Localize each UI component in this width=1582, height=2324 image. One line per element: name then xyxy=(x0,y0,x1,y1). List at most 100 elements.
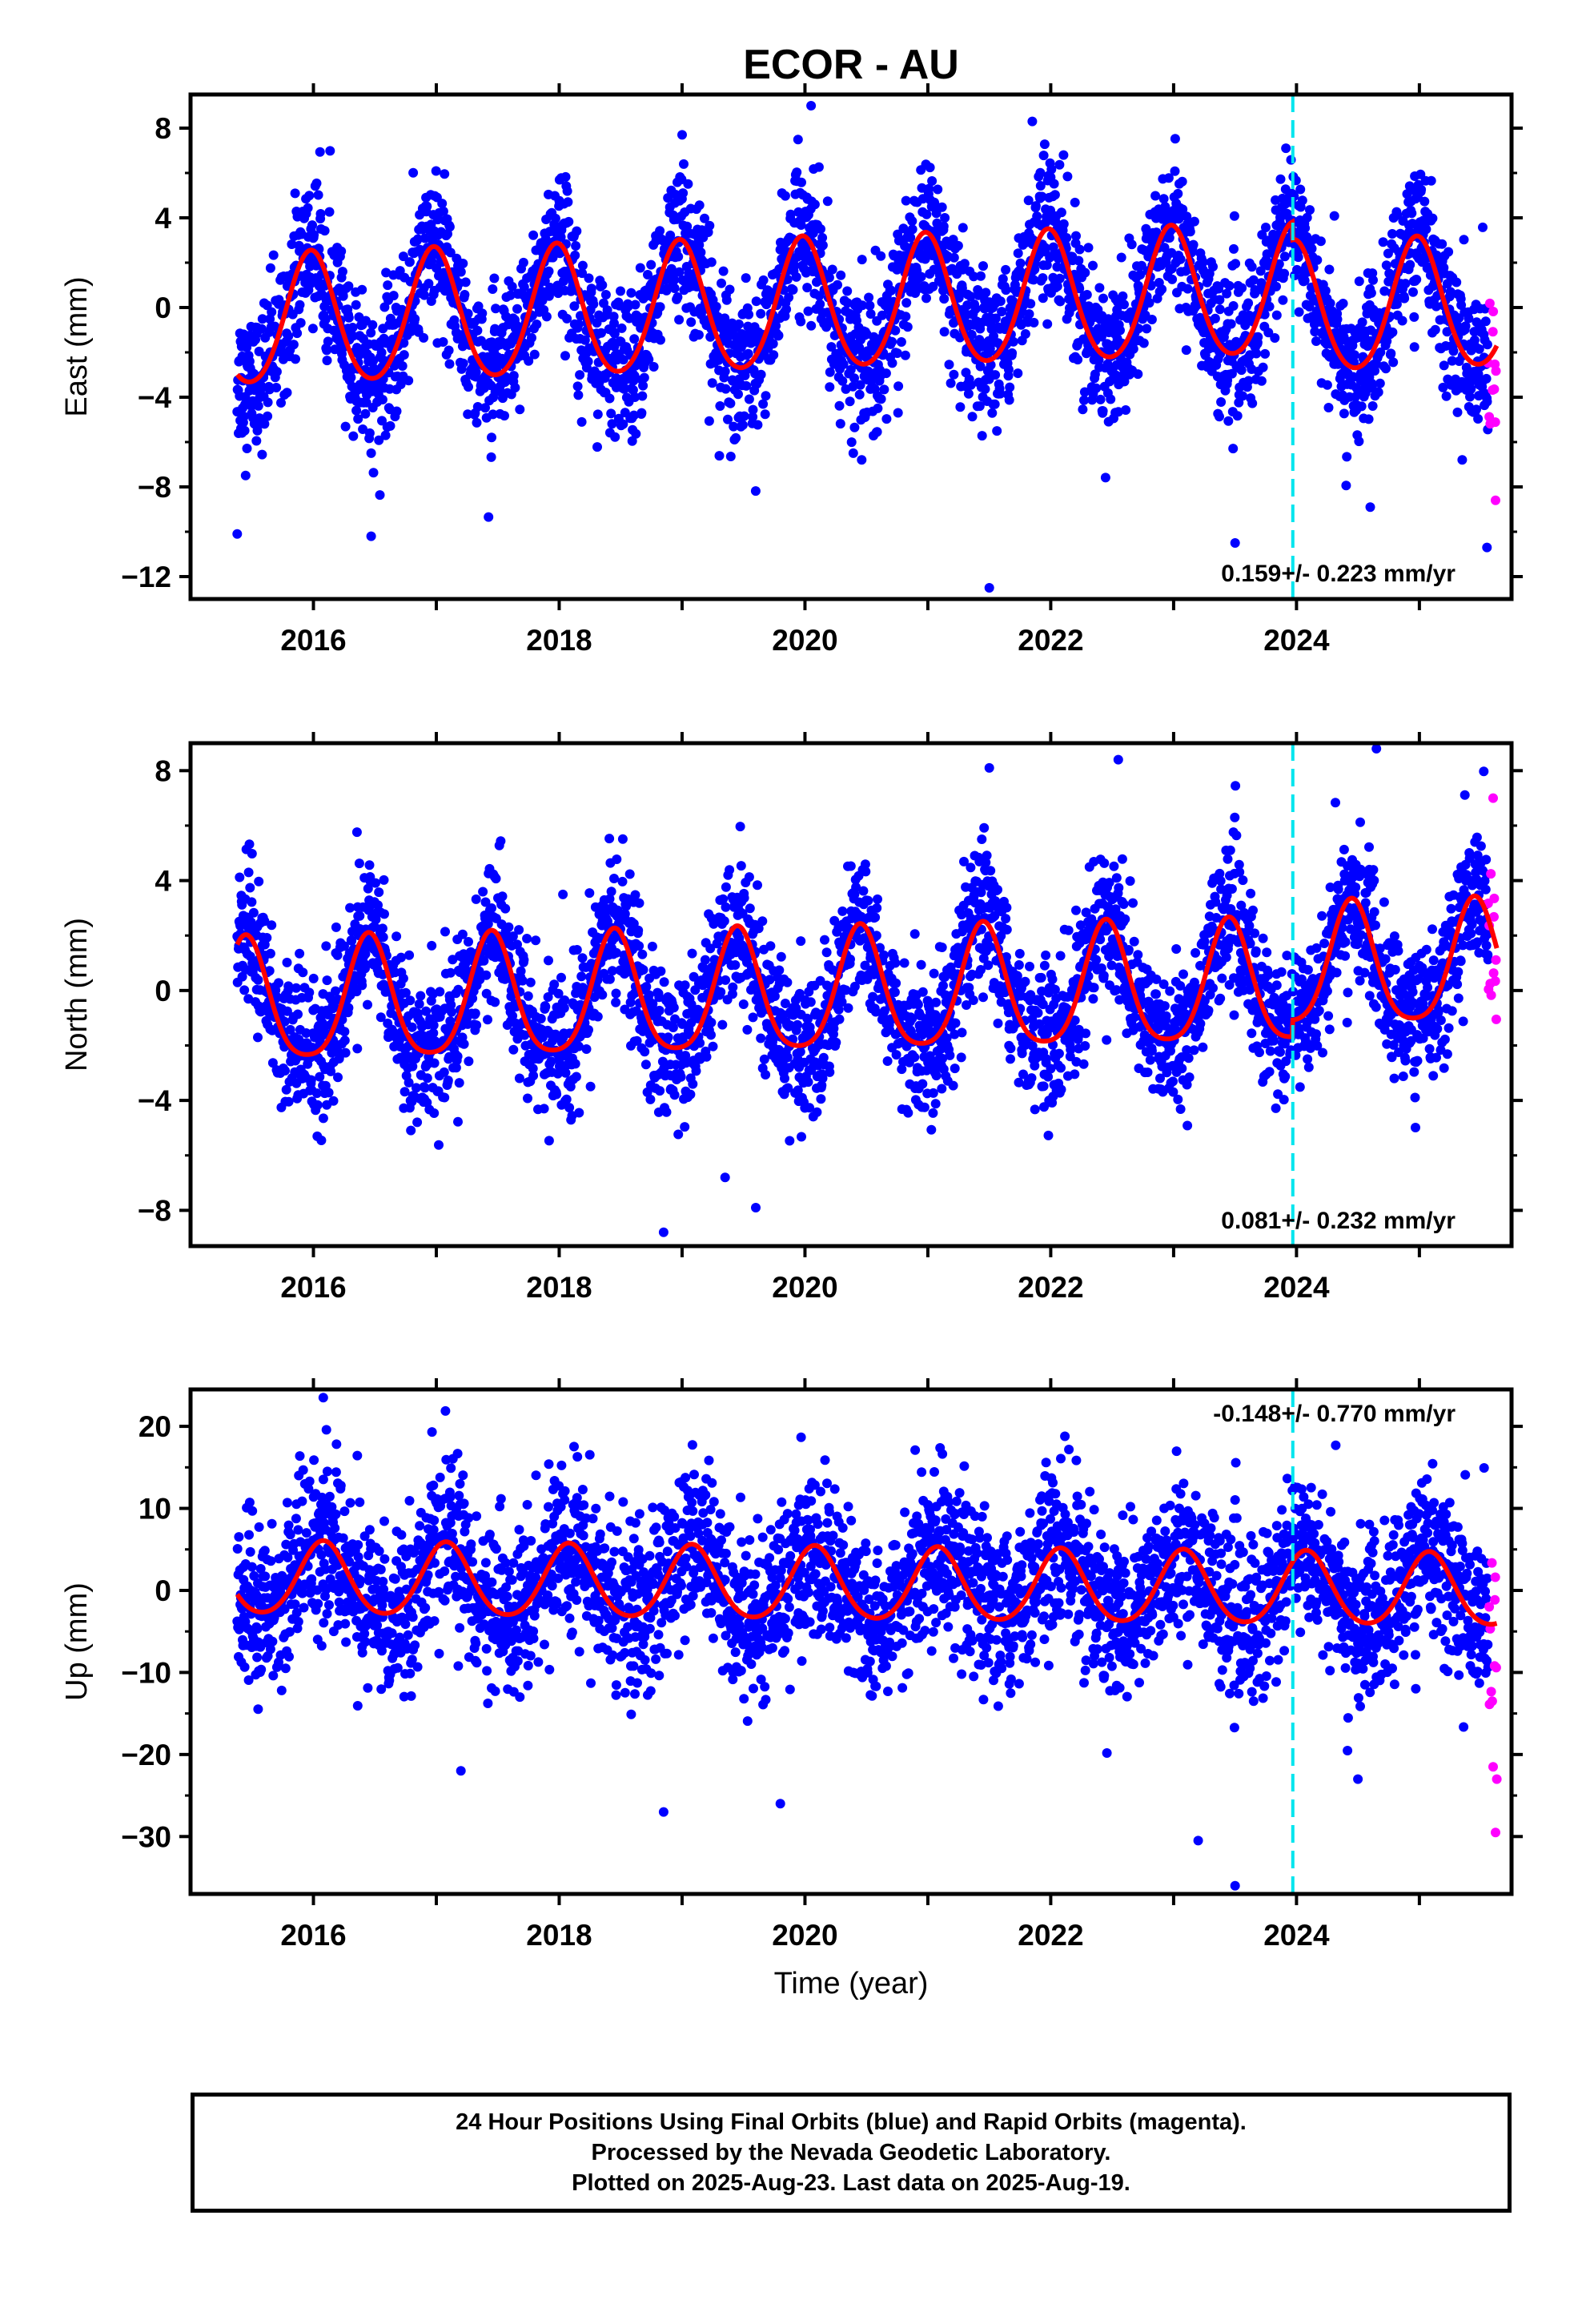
final-orbit-point xyxy=(410,314,420,324)
final-orbit-point xyxy=(654,1005,665,1015)
final-orbit-point xyxy=(718,266,729,276)
final-orbit-point xyxy=(307,324,318,334)
final-orbit-point xyxy=(464,1056,474,1067)
final-orbit-point xyxy=(570,250,580,260)
final-orbit-point xyxy=(424,279,434,289)
final-orbit-point xyxy=(845,364,856,375)
final-orbit-point xyxy=(679,159,689,169)
final-orbit-point xyxy=(616,286,625,296)
final-orbit-point xyxy=(323,336,333,347)
final-orbit-point xyxy=(990,370,1001,380)
final-orbit-point xyxy=(406,1125,416,1136)
final-orbit-point xyxy=(963,388,974,399)
final-orbit-point xyxy=(1354,276,1364,287)
final-orbit-point xyxy=(630,300,640,310)
final-orbit-point xyxy=(347,331,358,341)
final-orbit-point xyxy=(584,273,594,283)
final-orbit-point xyxy=(659,977,669,987)
final-orbit-point xyxy=(902,322,913,332)
final-orbit-point xyxy=(890,325,901,336)
final-orbit-point xyxy=(1381,364,1391,374)
final-orbit-point xyxy=(696,247,706,258)
final-orbit-point xyxy=(624,869,635,879)
final-orbit-point xyxy=(347,323,358,332)
final-orbit-point xyxy=(735,822,745,832)
final-orbit-point xyxy=(1216,397,1227,407)
final-orbit-point xyxy=(1247,398,1258,408)
final-orbit-point xyxy=(1062,233,1072,243)
final-orbit-point xyxy=(1278,295,1288,305)
final-orbit-point xyxy=(1338,299,1348,308)
final-orbit-point xyxy=(429,1108,440,1118)
final-orbit-point xyxy=(574,1108,584,1118)
final-orbit-point xyxy=(921,293,931,304)
final-orbit-point xyxy=(239,985,250,995)
final-orbit-point xyxy=(351,827,362,838)
final-orbit-point xyxy=(820,935,829,945)
final-orbit-point xyxy=(1095,394,1106,404)
final-orbit-point xyxy=(458,358,468,368)
final-orbit-point xyxy=(1003,364,1014,375)
final-orbit-point xyxy=(744,872,754,883)
final-orbit-point xyxy=(322,345,332,356)
final-orbit-point xyxy=(707,378,717,388)
final-orbit-point xyxy=(761,391,771,401)
final-orbit-point xyxy=(560,351,570,361)
final-orbit-point xyxy=(265,948,275,959)
final-orbit-point xyxy=(245,883,255,893)
final-orbit-point xyxy=(276,398,286,408)
final-orbit-point xyxy=(244,839,255,850)
final-orbit-point xyxy=(413,234,423,244)
final-orbit-point xyxy=(758,275,769,285)
final-orbit-point xyxy=(901,195,911,206)
final-orbit-point xyxy=(1307,243,1317,254)
final-orbit-point xyxy=(616,323,627,333)
final-orbit-point xyxy=(1271,310,1282,320)
final-orbit-point xyxy=(725,452,736,461)
final-orbit-point xyxy=(791,271,801,282)
final-orbit-point xyxy=(575,370,585,380)
final-orbit-point xyxy=(287,239,297,249)
final-orbit-point xyxy=(608,312,619,322)
final-orbit-point xyxy=(487,903,496,913)
final-orbit-point xyxy=(607,419,617,429)
final-orbit-point xyxy=(523,1093,532,1104)
final-orbit-point xyxy=(1094,283,1105,293)
final-orbit-point xyxy=(1015,258,1026,268)
final-orbit-point xyxy=(549,979,560,990)
final-orbit-point xyxy=(337,267,347,277)
y-tick-label: 8 xyxy=(155,112,171,145)
final-orbit-point xyxy=(437,199,448,209)
final-orbit-point xyxy=(694,239,705,250)
final-orbit-point xyxy=(395,266,405,276)
final-orbit-point xyxy=(353,414,363,424)
final-orbit-point xyxy=(738,999,749,1009)
final-orbit-point xyxy=(577,953,588,963)
final-orbit-point xyxy=(849,373,859,384)
x-tick-label: 2016 xyxy=(280,624,346,657)
final-orbit-point xyxy=(967,412,978,422)
final-orbit-point xyxy=(748,412,758,422)
final-orbit-point xyxy=(295,948,305,959)
final-orbit-point xyxy=(240,470,251,480)
final-orbit-point xyxy=(639,372,649,383)
final-orbit-point xyxy=(714,451,725,461)
final-orbit-point xyxy=(892,348,902,358)
final-orbit-point xyxy=(771,320,781,331)
final-orbit-point xyxy=(283,331,294,341)
final-orbit-point xyxy=(640,1047,650,1057)
final-orbit-point xyxy=(518,257,528,267)
final-orbit-point xyxy=(315,147,325,157)
final-orbit-point xyxy=(864,292,874,303)
final-orbit-point xyxy=(931,208,942,219)
final-orbit-point xyxy=(459,1039,469,1049)
final-orbit-point xyxy=(1055,296,1066,307)
final-orbit-point xyxy=(239,425,250,436)
final-orbit-point xyxy=(398,251,408,262)
final-orbit-point xyxy=(528,1071,539,1081)
final-orbit-point xyxy=(980,384,990,394)
final-orbit-point xyxy=(572,226,582,236)
final-orbit-point xyxy=(257,449,267,460)
final-orbit-point xyxy=(773,330,784,340)
final-orbit-point xyxy=(1256,376,1267,386)
